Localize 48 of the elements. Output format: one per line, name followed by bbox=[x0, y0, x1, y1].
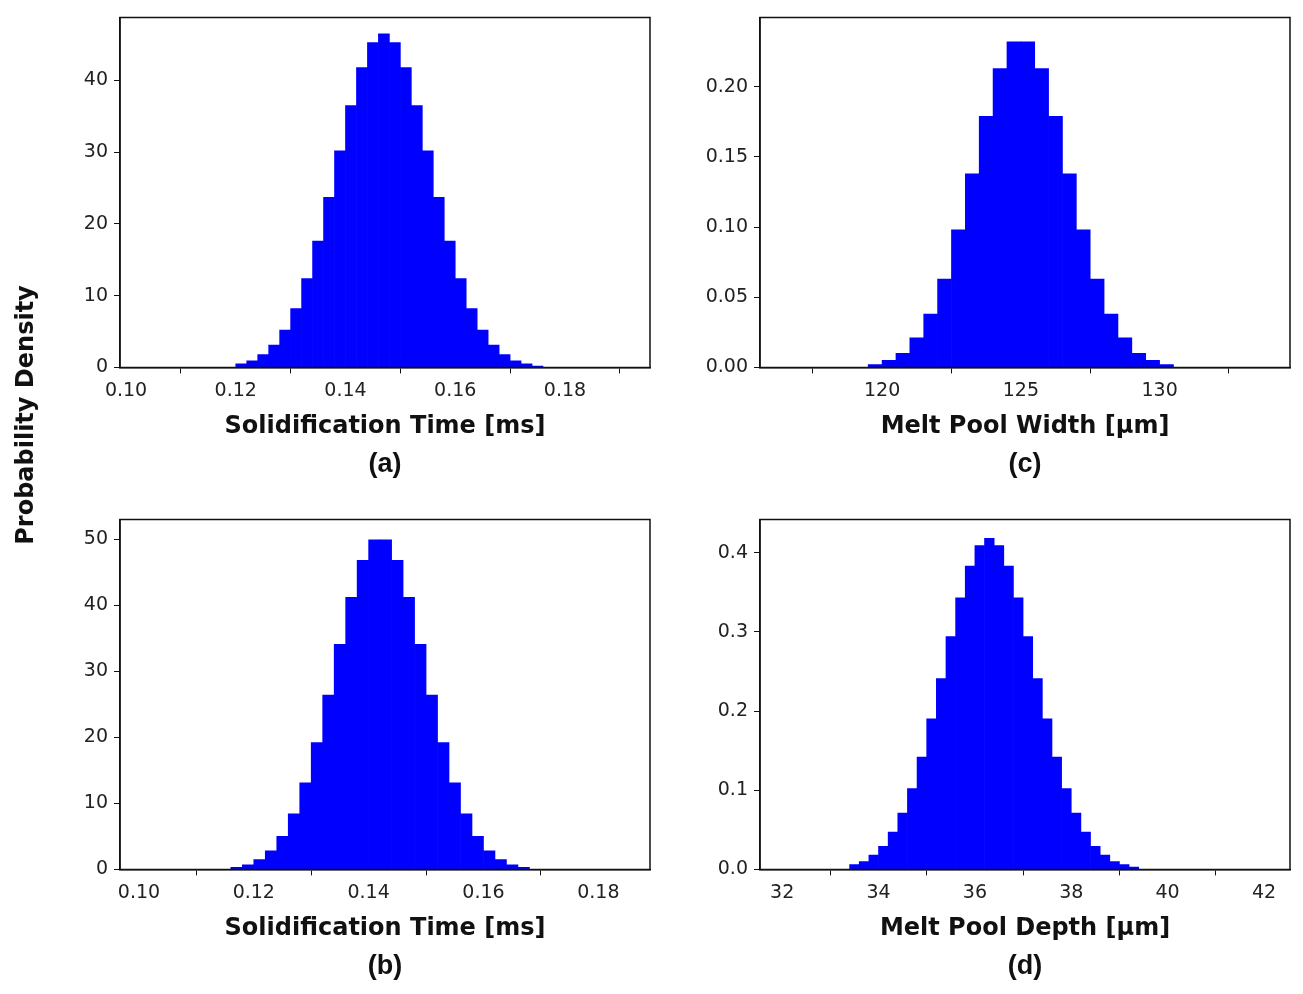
x-tick-label: 0.18 bbox=[543, 377, 587, 400]
x-tick-label: 40 bbox=[1155, 879, 1180, 902]
y-tick-label: 0.20 bbox=[705, 73, 748, 96]
y-tick-label: 0 bbox=[95, 856, 108, 879]
x-tick-label: 120 bbox=[863, 377, 901, 400]
x-axis-title: Melt Pool Width [µm] bbox=[880, 410, 1170, 439]
y-tick-label: 30 bbox=[83, 139, 108, 162]
y-tick-label: 40 bbox=[83, 592, 108, 615]
text: (c) bbox=[1007, 448, 1043, 479]
x-tick-label: 0.16 bbox=[434, 377, 477, 400]
y-tick-label: 30 bbox=[83, 658, 108, 681]
x-tick-label: 125 bbox=[1002, 377, 1039, 400]
x-axis-title: Solidification Time [ms] bbox=[224, 410, 546, 439]
y-tick-label: 0.05 bbox=[705, 284, 748, 307]
x-tick-label: 0.14 bbox=[347, 879, 390, 902]
y-tick-label: 0.10 bbox=[705, 214, 748, 237]
x-tick-label: 0.16 bbox=[462, 879, 505, 902]
x-tick-label: 0.12 bbox=[214, 377, 257, 400]
y-tick-label: 0.1 bbox=[717, 777, 748, 800]
y-tick-label: 40 bbox=[83, 67, 108, 90]
y-tick-label: 50 bbox=[83, 526, 108, 549]
text: (a) bbox=[367, 448, 403, 479]
y-axis-title: Probability Density bbox=[10, 285, 39, 545]
y-tick-label: 20 bbox=[83, 724, 108, 747]
x-tick-label: 0.10 bbox=[117, 879, 161, 902]
y-tick-label: 0.0 bbox=[717, 856, 748, 879]
y-tick-label: 0 bbox=[95, 354, 108, 377]
x-axis-title: Solidification Time [ms] bbox=[224, 912, 546, 941]
x-axis-title: Melt Pool Depth [µm] bbox=[879, 912, 1171, 941]
y-tick-label: 0.00 bbox=[705, 354, 748, 377]
x-tick-label: 130 bbox=[1141, 377, 1178, 400]
x-tick-label: 38 bbox=[1059, 879, 1084, 902]
x-tick-label: 0.14 bbox=[324, 377, 367, 400]
y-tick-label: 0.3 bbox=[717, 618, 748, 641]
text: (b) bbox=[366, 950, 404, 981]
y-tick-label: 0.4 bbox=[717, 539, 748, 562]
y-tick-label: 20 bbox=[83, 210, 108, 233]
x-tick-label: 34 bbox=[866, 879, 891, 902]
y-tick-label: 10 bbox=[83, 790, 108, 813]
y-tick-label: 10 bbox=[83, 282, 108, 305]
y-tick-label: 0.2 bbox=[717, 697, 748, 720]
x-tick-label: 0.18 bbox=[577, 879, 620, 902]
x-tick-label: 36 bbox=[962, 879, 987, 902]
x-tick-label: 42 bbox=[1251, 879, 1277, 902]
x-tick-label: 0.12 bbox=[232, 879, 275, 902]
text: (d) bbox=[1006, 950, 1044, 981]
y-tick-label: 0.15 bbox=[705, 143, 748, 166]
x-tick-label: 32 bbox=[770, 879, 795, 902]
